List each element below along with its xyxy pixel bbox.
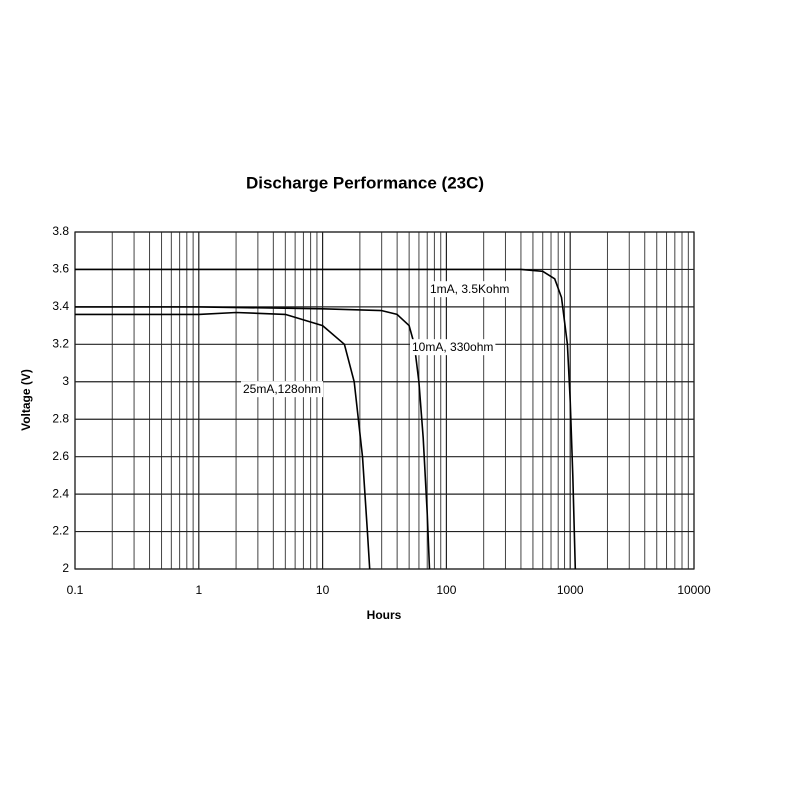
data-line xyxy=(75,311,371,570)
y-axis-title: Voltage (V) xyxy=(19,369,33,431)
series-label-background xyxy=(241,381,324,398)
y-tick-label: 2.6 xyxy=(52,449,69,463)
y-tick-label: 3.8 xyxy=(52,224,69,238)
x-axis-title: Hours xyxy=(367,608,402,622)
x-tick-label: 100 xyxy=(436,583,456,597)
x-tick-label: 1000 xyxy=(557,583,584,597)
series-label: 10mA, 330ohm xyxy=(412,340,493,354)
series-label: 1mA, 3.5Kohm xyxy=(430,282,509,296)
y-tick-label: 2.2 xyxy=(52,524,69,538)
chart-title: Discharge Performance (23C) xyxy=(246,173,484,192)
series-label-background xyxy=(410,339,496,356)
y-tick-label: 3.2 xyxy=(52,337,69,351)
y-tick-label: 2 xyxy=(62,561,69,575)
x-tick-label: 10 xyxy=(316,583,330,597)
y-tick-label: 3.4 xyxy=(52,299,69,313)
data-line xyxy=(75,306,431,570)
x-tick-label: 0.1 xyxy=(67,583,84,597)
plot-frame xyxy=(74,231,695,570)
series-label-background xyxy=(428,281,512,298)
y-tick-label: 2.8 xyxy=(52,411,69,425)
y-tick-label: 2.4 xyxy=(52,486,69,500)
y-tick-label: 3.6 xyxy=(52,262,69,276)
series-label: 25mA,128ohm xyxy=(243,382,321,396)
y-tick-label: 3 xyxy=(62,374,69,388)
data-line xyxy=(75,268,577,570)
x-tick-label: 1 xyxy=(195,583,202,597)
x-tick-label: 10000 xyxy=(677,583,711,597)
